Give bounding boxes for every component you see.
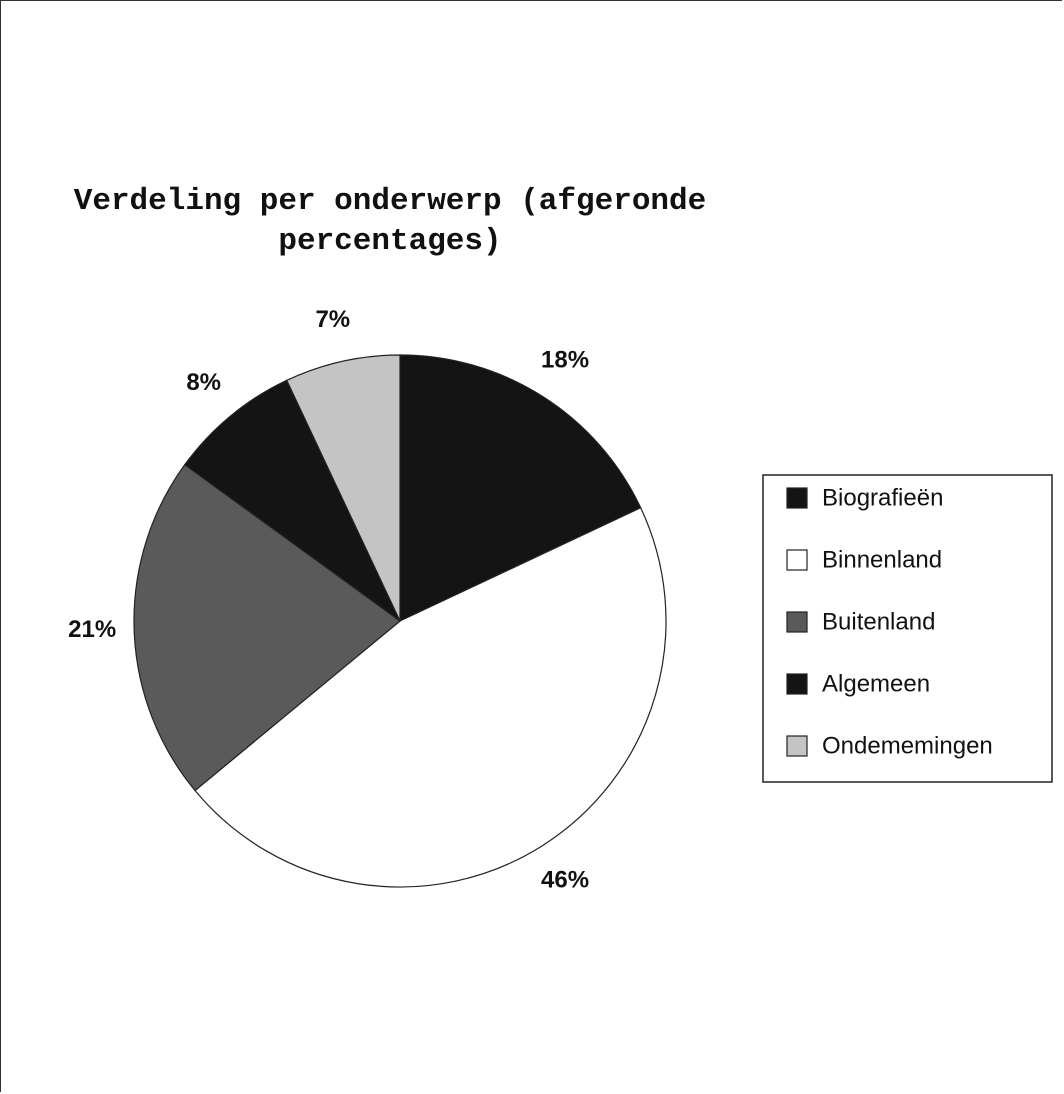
data-label: 21% <box>68 616 116 643</box>
legend-label: Ondememingen <box>822 732 993 759</box>
pie-slice <box>133 463 401 792</box>
chart-title: Verdeling per onderwerp (afgeronde perce… <box>73 184 707 259</box>
legend-swatch <box>786 549 808 571</box>
legend-swatch <box>786 611 808 633</box>
legend-swatch <box>786 487 808 509</box>
pie-slice <box>399 354 642 622</box>
legend-label: Buitenland <box>822 608 935 635</box>
data-label: 8% <box>186 369 221 396</box>
data-label: 7% <box>315 306 350 333</box>
legend-label: Algemeen <box>822 670 930 697</box>
legend-label: Biografieën <box>822 484 943 511</box>
pie-slice <box>194 506 667 888</box>
data-label: 18% <box>541 346 589 373</box>
legend-swatch <box>786 673 808 695</box>
legend-swatch <box>786 735 808 757</box>
legend-box <box>762 474 1053 783</box>
legend-label: Binnenland <box>822 546 942 573</box>
pie-slice <box>183 379 401 622</box>
pie-slice <box>285 354 401 622</box>
data-label: 46% <box>541 866 589 893</box>
